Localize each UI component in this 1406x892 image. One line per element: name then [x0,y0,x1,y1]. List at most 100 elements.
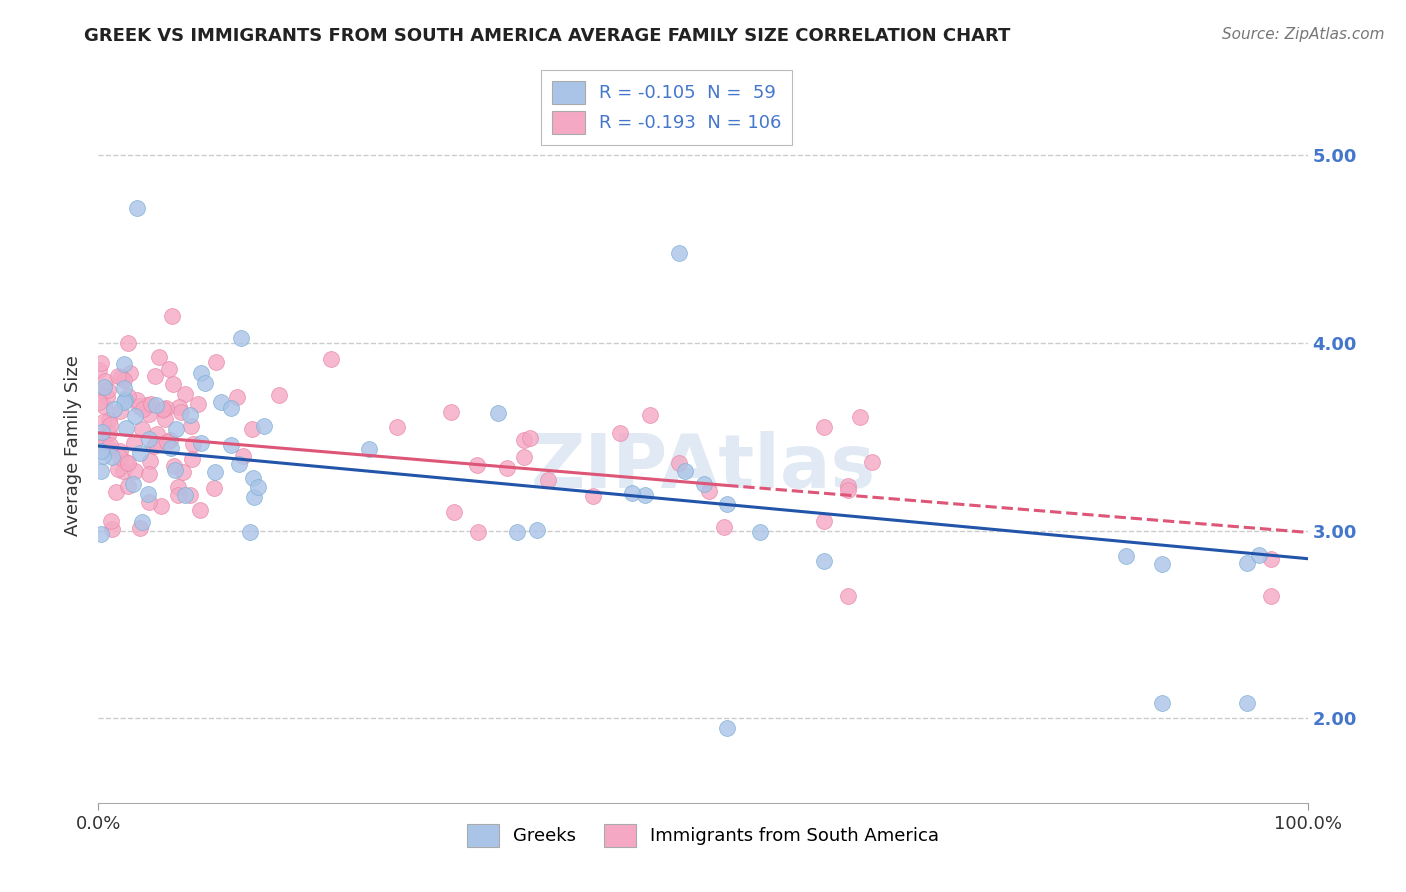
Point [112,464,135,478]
Point [110,370,132,384]
Point [107,462,129,476]
Point [253,419,276,434]
Point [159,441,181,455]
Point [143,368,166,383]
Point [93,379,115,393]
Point [139,397,162,411]
Point [693,476,716,491]
Point [860,455,883,469]
Point [157,362,180,376]
Point [110,404,132,418]
Point [112,357,135,371]
Point [359,442,381,457]
Point [837,483,859,497]
Point [138,432,160,446]
Point [443,505,465,519]
Point [179,408,201,422]
Point [219,401,242,416]
Text: GREEK VS IMMIGRANTS FROM SOUTH AMERICA AVERAGE FAMILY SIZE CORRELATION CHART: GREEK VS IMMIGRANTS FROM SOUTH AMERICA A… [84,27,1011,45]
Point [179,488,201,502]
Point [232,449,254,463]
Point [1115,549,1137,563]
Point [93,399,115,413]
Point [1260,552,1282,566]
Point [91,449,114,463]
Point [486,406,509,420]
Point [319,351,342,366]
Point [139,454,162,468]
Point [152,402,174,417]
Point [108,444,131,458]
Point [103,401,125,416]
Point [668,245,690,260]
Point [506,525,529,540]
Point [231,331,253,345]
Point [697,483,720,498]
Point [98,441,121,455]
Point [620,486,643,500]
Point [117,389,139,403]
Point [716,497,738,511]
Point [101,450,124,464]
Text: ZIPAtlas: ZIPAtlas [530,431,876,504]
Point [100,522,122,536]
Point [247,480,270,494]
Point [136,398,159,412]
Point [239,524,262,539]
Point [440,404,463,418]
Text: Source: ZipAtlas.com: Source: ZipAtlas.com [1222,27,1385,42]
Point [98,418,121,433]
Point [100,514,122,528]
Point [581,489,603,503]
Point [87,362,110,376]
Point [675,464,697,478]
Point [519,431,541,445]
Point [609,425,631,440]
Point [153,412,176,426]
Point [634,488,657,502]
Point [181,437,204,451]
Point [117,335,139,350]
Point [143,439,166,453]
Point [156,435,179,450]
Point [97,383,120,397]
Point [748,525,770,540]
Point [716,721,738,735]
Point [128,400,150,414]
Point [495,460,517,475]
Point [124,409,146,423]
Point [837,589,859,603]
Point [132,402,155,417]
Point [1236,556,1258,570]
Point [128,446,150,460]
Point [162,376,184,391]
Point [138,467,160,481]
Point [138,408,160,422]
Point [172,466,194,480]
Point [90,425,112,439]
Point [1152,557,1174,571]
Point [131,515,153,529]
Point [112,395,135,409]
Point [180,451,202,466]
Point [93,374,115,388]
Point [155,401,177,415]
Point [228,458,250,472]
Point [713,520,735,534]
Point [513,433,536,447]
Legend: Greeks, Immigrants from South America: Greeks, Immigrants from South America [456,814,950,858]
Point [91,432,114,446]
Point [91,415,114,429]
Point [122,477,145,491]
Point [107,369,129,384]
Point [90,443,112,458]
Point [105,484,128,499]
Point [128,520,150,534]
Point [148,350,170,364]
Point [122,435,145,450]
Point [813,514,835,528]
Point [187,397,209,411]
Point [117,456,139,470]
Point [1249,548,1271,562]
Point [131,422,153,436]
